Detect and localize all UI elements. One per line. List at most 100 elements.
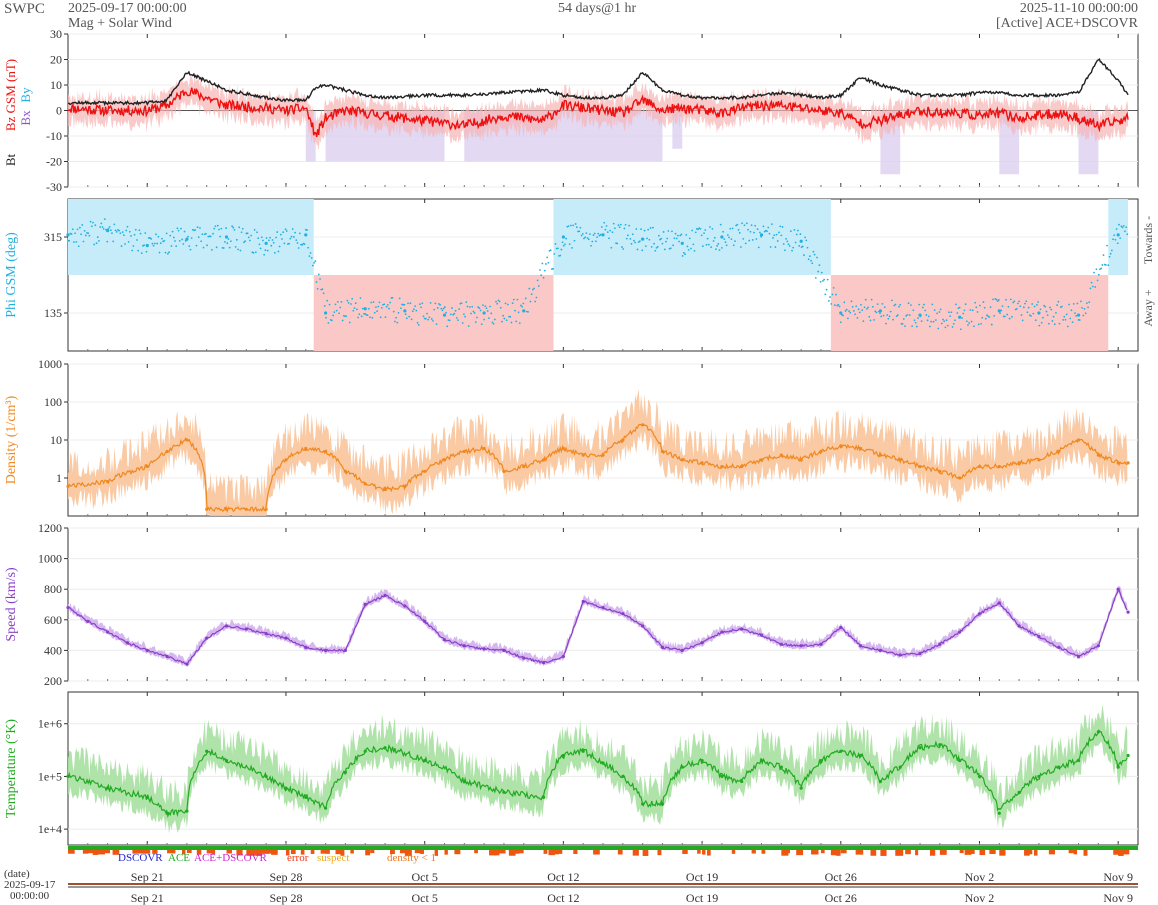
phi-point: [895, 315, 898, 318]
phi-point: [493, 318, 496, 321]
phi-point: [868, 315, 871, 318]
status-error-mark: [781, 850, 789, 856]
phi-point: [612, 222, 615, 225]
phi-data-point: [442, 313, 447, 317]
phi-point: [233, 228, 236, 231]
phi-point: [851, 305, 854, 308]
phi-point: [965, 320, 968, 323]
density-plot-area: [66, 389, 1130, 516]
phi-point: [121, 231, 124, 234]
phi-point: [623, 227, 626, 230]
status-error-mark: [236, 850, 243, 856]
phi-point: [995, 298, 998, 301]
phi-point: [754, 224, 757, 227]
phi-point: [1065, 313, 1068, 316]
phi-point: [1008, 317, 1011, 320]
phi-point: [298, 232, 301, 235]
phi-point: [396, 321, 399, 324]
phi-point: [516, 298, 519, 301]
phi-point: [413, 308, 415, 311]
phi-point: [132, 245, 135, 247]
phi-point: [1034, 319, 1037, 322]
speed-series-line: [67, 589, 1128, 665]
phi-point: [126, 225, 129, 228]
status-error-mark: [211, 850, 216, 855]
phi-point: [1030, 315, 1032, 317]
phi-point: [738, 231, 741, 234]
phi-data-point: [106, 229, 110, 233]
phi-point: [951, 326, 954, 328]
phi-point: [219, 235, 222, 238]
temperature-y-tick-label: 1e+5: [38, 769, 62, 783]
temperature-data-point: [740, 779, 744, 784]
phi-point: [319, 278, 321, 280]
phi-point: [106, 240, 109, 243]
density-data-point: [224, 507, 229, 511]
phi-point: [1047, 322, 1050, 325]
phi-point: [976, 311, 979, 313]
phi-point: [364, 312, 367, 315]
phi-point: [968, 322, 971, 324]
speed-data-point: [918, 651, 922, 656]
phi-point: [474, 321, 477, 323]
speed-data-point: [86, 619, 90, 623]
phi-point: [227, 238, 230, 240]
phi-data-point: [1116, 233, 1120, 237]
phi-point: [650, 245, 653, 248]
phi-point: [466, 305, 469, 308]
phi-point: [797, 229, 799, 232]
phi-point: [575, 226, 578, 229]
phi-point: [249, 239, 251, 242]
phi-point: [514, 309, 516, 312]
phi-point: [681, 255, 684, 257]
phi-point: [276, 231, 279, 233]
status-error-mark: [137, 850, 145, 854]
phi-point: [591, 240, 594, 243]
phi-point: [817, 270, 820, 273]
phi-point: [685, 234, 688, 236]
phi-point: [677, 234, 679, 237]
phi-point: [707, 243, 710, 246]
phi-point: [794, 241, 797, 244]
phi-point: [224, 240, 226, 243]
phi-point: [949, 315, 952, 318]
speed-data-point: [858, 644, 863, 648]
phi-point: [692, 243, 695, 246]
speed-data-point: [165, 654, 169, 659]
phi-point: [678, 240, 680, 243]
phi-point: [684, 253, 686, 256]
phi-point: [472, 310, 475, 313]
phi-point: [892, 318, 894, 321]
phi-data-point: [680, 241, 684, 245]
phi-point: [490, 312, 493, 315]
phi-point: [440, 307, 443, 310]
phi-point: [963, 309, 966, 312]
phi-point: [504, 302, 507, 305]
status-error-mark: [1029, 850, 1033, 855]
phi-point: [667, 230, 670, 232]
phi-point: [780, 234, 783, 237]
phi-point: [961, 317, 963, 319]
temperature-data-point: [561, 753, 565, 758]
phi-point: [848, 310, 850, 313]
phi-point: [266, 249, 269, 252]
density-data-point: [205, 507, 209, 511]
speed-data-point: [106, 630, 110, 634]
temperature-series-line: [67, 729, 1128, 819]
phi-point: [600, 226, 603, 228]
status-error-mark: [335, 850, 342, 855]
by-y-axis-label: By: [18, 87, 33, 103]
phi-point: [863, 306, 866, 309]
phi-point: [1125, 226, 1128, 229]
phi-data-point: [264, 241, 268, 245]
density-data-point: [66, 484, 70, 489]
phi-point: [656, 245, 659, 248]
phi-data-point: [759, 233, 764, 237]
phi-y-axis-label: Phi GSM (deg): [4, 232, 19, 318]
phi-band-towards: [68, 199, 314, 275]
phi-point: [271, 239, 274, 241]
temperature-data-point: [641, 802, 645, 806]
phi-point: [724, 241, 727, 244]
density-data-point: [779, 453, 783, 457]
phi-point: [161, 237, 163, 240]
